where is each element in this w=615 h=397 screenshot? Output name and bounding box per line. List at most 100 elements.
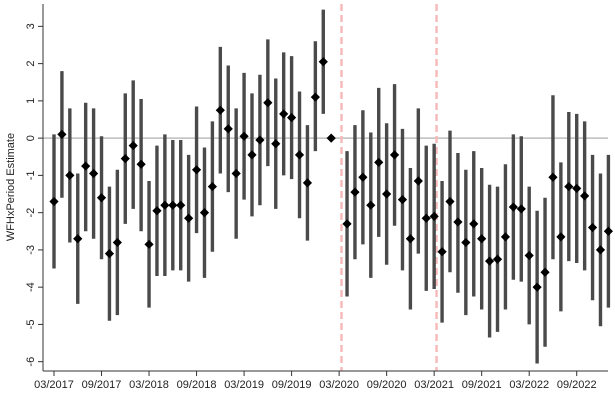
point-estimate-11 bbox=[136, 159, 146, 169]
point-estimate-63 bbox=[556, 232, 566, 242]
point-estimate-16 bbox=[176, 200, 186, 210]
point-estimate-64 bbox=[564, 181, 574, 192]
point-estimate-10 bbox=[128, 140, 138, 151]
point-estimate-60 bbox=[532, 282, 542, 292]
point-estimate-32 bbox=[302, 178, 313, 188]
axes bbox=[42, 4, 608, 372]
x-tick-label-2: 03/2018 bbox=[129, 379, 169, 391]
x-tick-label-5: 09/2019 bbox=[272, 379, 312, 391]
point-estimate-52 bbox=[469, 219, 479, 229]
point-estimate-12 bbox=[144, 239, 154, 249]
point-estimate-26 bbox=[255, 135, 265, 145]
point-estimate-27 bbox=[263, 98, 273, 108]
point-estimate-33 bbox=[310, 92, 320, 102]
point-estimate-2 bbox=[65, 170, 75, 180]
point-estimate-23 bbox=[231, 168, 241, 179]
point-estimate-55 bbox=[492, 254, 503, 264]
x-tick-label-11: 09/2022 bbox=[557, 379, 597, 391]
point-estimate-13 bbox=[152, 206, 162, 216]
x-tick-label-1: 09/2017 bbox=[82, 379, 122, 391]
point-estimate-62 bbox=[548, 172, 558, 182]
point-estimate-31 bbox=[294, 150, 305, 160]
point-estimate-41 bbox=[382, 189, 392, 199]
point-estimate-56 bbox=[500, 232, 511, 242]
point-estimate-20 bbox=[207, 181, 217, 192]
point-estimate-18 bbox=[191, 165, 202, 175]
point-estimate-9 bbox=[120, 154, 130, 164]
x-tick-label-3: 09/2018 bbox=[177, 379, 217, 391]
point-estimate-28 bbox=[271, 139, 281, 149]
point-estimate-7 bbox=[104, 249, 115, 259]
point-estimate-8 bbox=[112, 237, 122, 248]
y-tick-label-5: -2 bbox=[25, 208, 37, 218]
point-estimate-14 bbox=[160, 200, 170, 210]
point-estimate-3 bbox=[73, 234, 83, 244]
point-estimate-34 bbox=[318, 57, 328, 67]
point-estimate-67 bbox=[587, 222, 598, 233]
x-axis-ticks: 03/2017 09/2017 03/2018 09/2018 03/2019 09/20… bbox=[34, 371, 597, 391]
y-tick-label-6: -3 bbox=[25, 245, 37, 255]
point-estimate-65 bbox=[572, 183, 582, 194]
y-tick-label-2: 1 bbox=[25, 98, 37, 104]
point-estimate-58 bbox=[516, 204, 526, 214]
point-estimate-19 bbox=[199, 208, 210, 218]
x-tick-label-6: 03/2020 bbox=[319, 379, 359, 391]
x-tick-label-10: 03/2022 bbox=[509, 379, 549, 391]
point-estimate-59 bbox=[524, 250, 534, 261]
point-estimate-40 bbox=[374, 157, 384, 167]
point-estimate-22 bbox=[223, 124, 233, 134]
y-tick-label-8: -5 bbox=[25, 320, 37, 330]
point-estimate-45 bbox=[413, 176, 423, 186]
point-estimate-57 bbox=[508, 202, 518, 212]
point-estimate-21 bbox=[215, 105, 225, 115]
point-estimate-36 bbox=[342, 219, 352, 229]
point-estimate-15 bbox=[168, 200, 178, 210]
point-estimate-51 bbox=[461, 237, 471, 248]
x-tick-label-9: 09/2021 bbox=[462, 379, 502, 391]
point-estimate-35 bbox=[326, 133, 336, 143]
point-estimate-24 bbox=[239, 131, 249, 141]
point-estimate-39 bbox=[366, 200, 376, 210]
point-estimate-68 bbox=[595, 245, 606, 255]
point-estimate-66 bbox=[580, 191, 590, 201]
point-estimate-61 bbox=[540, 267, 550, 277]
point-estimate-50 bbox=[453, 217, 463, 227]
point-estimate-37 bbox=[350, 187, 360, 197]
x-tick-label-7: 09/2020 bbox=[367, 379, 407, 391]
point-estimate-6 bbox=[96, 193, 107, 203]
point-estimate-54 bbox=[485, 256, 495, 266]
y-axis-ticks: 3 2 1 0 -1 -2 -3 -4 -5 -6 bbox=[25, 23, 43, 367]
point-estimate-4 bbox=[81, 161, 91, 171]
point-estimate-1 bbox=[57, 129, 67, 140]
point-estimate-5 bbox=[89, 168, 99, 179]
y-tick-label-7: -4 bbox=[25, 282, 37, 292]
confidence-intervals bbox=[52, 9, 611, 364]
point-estimate-44 bbox=[405, 234, 415, 244]
point-estimate-53 bbox=[477, 234, 487, 244]
y-tick-label-0: 3 bbox=[25, 23, 37, 29]
point-estimate-69 bbox=[603, 226, 613, 236]
point-estimate-43 bbox=[397, 195, 408, 205]
point-estimate-30 bbox=[287, 113, 297, 123]
point-estimate-29 bbox=[279, 109, 289, 119]
x-tick-label-4: 03/2019 bbox=[224, 379, 264, 391]
x-tick-label-8: 03/2021 bbox=[414, 379, 454, 391]
point-estimates bbox=[49, 57, 613, 292]
point-estimate-25 bbox=[247, 150, 257, 160]
point-estimate-46 bbox=[421, 213, 431, 223]
x-tick-label-0: 03/2017 bbox=[34, 379, 74, 391]
point-estimate-42 bbox=[389, 150, 400, 160]
reference-lines bbox=[43, 4, 608, 371]
point-estimate-49 bbox=[445, 196, 455, 207]
point-estimate-47 bbox=[429, 211, 439, 221]
point-estimate-0 bbox=[49, 196, 59, 207]
point-estimate-17 bbox=[184, 213, 194, 223]
y-tick-label-4: -1 bbox=[25, 171, 37, 181]
y-axis-title: WFHxPeriod Estimate bbox=[5, 133, 17, 241]
point-estimate-38 bbox=[358, 172, 368, 182]
y-tick-label-1: 2 bbox=[25, 61, 37, 67]
point-estimate-48 bbox=[437, 247, 447, 257]
y-tick-label-9: -6 bbox=[25, 357, 37, 367]
y-tick-label-3: 0 bbox=[25, 135, 37, 141]
